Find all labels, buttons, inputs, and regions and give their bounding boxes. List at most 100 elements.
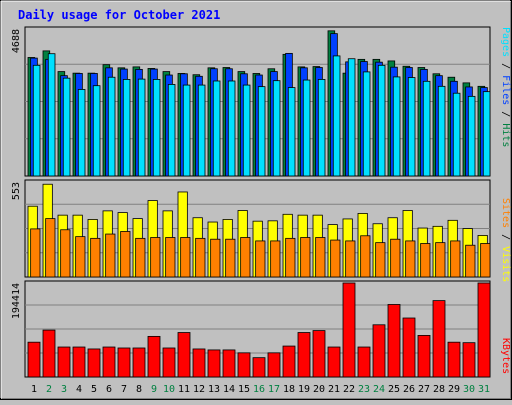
bar-sites-day-undefined	[45, 218, 56, 278]
bar-sites-day-undefined	[330, 239, 341, 278]
bar-sites-day-undefined	[165, 237, 176, 278]
x-tick-label-day-19: 19	[298, 384, 310, 395]
bar-kbytes-day-undefined	[42, 329, 56, 378]
bar-sites-day-undefined	[150, 237, 161, 278]
x-tick-label-day-14: 14	[223, 384, 235, 395]
x-tick-label-day-6: 6	[106, 384, 112, 395]
bar-sites-day-undefined	[360, 235, 371, 278]
bar-kbytes-day-undefined	[87, 348, 101, 378]
bar-pages-day-13	[212, 80, 221, 177]
bar-sites-day-undefined	[195, 237, 206, 278]
bar-sites-day-undefined	[315, 237, 326, 278]
bar-pages-day-15	[242, 84, 251, 177]
bar-sites-day-undefined	[105, 233, 116, 278]
legend-sites-visits: Sites / Visits	[500, 198, 511, 282]
bar-kbytes-day-undefined	[252, 357, 266, 378]
x-tick-label-day-3: 3	[61, 384, 67, 395]
bar-pages-day-17	[272, 80, 281, 177]
bar-kbytes-day-undefined	[357, 346, 371, 378]
x-tick-label-day-11: 11	[178, 384, 190, 395]
x-tick-label-day-4: 4	[76, 384, 82, 395]
x-tick-label-day-16: 16	[253, 384, 265, 395]
x-tick-label-day-25: 25	[388, 384, 400, 395]
x-tick-label-day-5: 5	[91, 384, 97, 395]
x-tick-label-day-21: 21	[328, 384, 340, 395]
bar-sites-day-undefined	[405, 240, 416, 278]
bar-kbytes-day-undefined	[432, 300, 446, 378]
chart-title: Daily usage for October 2021	[18, 8, 220, 22]
bar-sites-day-undefined	[435, 242, 446, 278]
bar-pages-day-3	[62, 77, 71, 177]
x-tick-label-day-20: 20	[313, 384, 325, 395]
x-tick-label-day-26: 26	[403, 384, 415, 395]
y-tick-label: 4688	[11, 29, 22, 53]
x-tick-label-day-28: 28	[433, 384, 445, 395]
bar-pages-day-8	[137, 78, 146, 177]
x-tick-label-day-23: 23	[358, 384, 370, 395]
legend-pages-files-hits: Pages / Files / Hits	[500, 27, 511, 147]
bar-pages-day-23	[362, 71, 371, 177]
bar-pages-day-19	[302, 79, 311, 177]
bar-pages-day-24	[377, 64, 386, 177]
bar-kbytes-day-undefined	[132, 347, 146, 378]
bar-sites-day-undefined	[375, 242, 386, 278]
bar-sites-day-undefined	[225, 238, 236, 278]
y-tick-label: 194414	[11, 283, 22, 319]
bar-kbytes-day-undefined	[402, 317, 416, 378]
x-tick-label-day-17: 17	[268, 384, 280, 395]
bar-sites-day-undefined	[420, 243, 431, 278]
bar-pages-day-21	[332, 55, 341, 177]
bar-pages-day-28	[437, 85, 446, 177]
bar-sites-day-undefined	[465, 244, 476, 278]
bar-pages-day-10	[167, 84, 176, 177]
x-tick-label-day-8: 8	[136, 384, 142, 395]
bar-sites-day-undefined	[210, 238, 221, 278]
bar-sites-day-undefined	[120, 231, 131, 278]
bar-kbytes-day-undefined	[387, 304, 401, 378]
bar-pages-day-29	[452, 92, 461, 177]
bar-kbytes-day-undefined	[162, 347, 176, 378]
bar-kbytes-day-undefined	[147, 335, 161, 378]
bar-sites-day-undefined	[345, 240, 356, 278]
x-tick-label-day-10: 10	[163, 384, 175, 395]
bar-sites-day-undefined	[60, 229, 71, 278]
bar-sites-day-undefined	[75, 236, 86, 278]
bar-kbytes-day-undefined	[102, 346, 116, 378]
bar-kbytes-day-undefined	[72, 346, 86, 378]
x-tick-label-day-12: 12	[193, 384, 205, 395]
bar-kbytes-day-undefined	[372, 324, 386, 378]
bar-kbytes-day-undefined	[192, 348, 206, 378]
bar-sites-day-undefined	[180, 237, 191, 278]
bar-pages-day-18	[287, 87, 296, 177]
bar-kbytes-day-undefined	[282, 345, 296, 378]
x-tick-label-day-31: 31	[478, 384, 490, 395]
bar-pages-day-14	[227, 80, 236, 177]
bar-pages-day-6	[107, 76, 116, 177]
bar-kbytes-day-undefined	[207, 349, 221, 378]
bar-sites-day-undefined	[450, 240, 461, 278]
bar-pages-day-11	[182, 84, 191, 177]
x-tick-label-day-13: 13	[208, 384, 220, 395]
bar-kbytes-day-undefined	[342, 282, 356, 378]
x-tick-label-day-24: 24	[373, 384, 385, 395]
bar-kbytes-day-undefined	[477, 282, 491, 378]
bar-kbytes-day-undefined	[177, 332, 191, 378]
x-tick-label-day-7: 7	[121, 384, 127, 395]
bar-pages-day-16	[257, 86, 266, 177]
bar-kbytes-day-undefined	[237, 352, 251, 378]
x-tick-label-day-1: 1	[31, 384, 37, 395]
bar-pages-day-9	[152, 79, 161, 177]
bar-kbytes-day-undefined	[462, 342, 476, 378]
bar-sites-day-undefined	[240, 237, 251, 278]
bar-pages-day-12	[197, 84, 206, 177]
bar-kbytes-day-undefined	[267, 352, 281, 378]
bar-pages-day-2	[47, 53, 56, 177]
bar-kbytes-day-undefined	[312, 330, 326, 378]
bar-pages-day-26	[407, 77, 416, 177]
bar-sites-day-undefined	[390, 238, 401, 278]
bar-sites-day-undefined	[480, 243, 491, 278]
bar-kbytes-day-undefined	[447, 341, 461, 378]
x-tick-label-day-30: 30	[463, 384, 475, 395]
